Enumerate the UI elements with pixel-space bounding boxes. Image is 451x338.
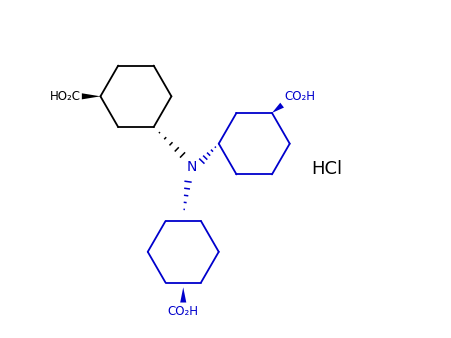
Polygon shape: [180, 287, 186, 303]
Text: HCl: HCl: [311, 160, 342, 178]
Text: CO₂H: CO₂H: [168, 305, 199, 318]
Text: CO₂H: CO₂H: [285, 91, 316, 103]
Polygon shape: [82, 93, 101, 99]
Text: HO₂C: HO₂C: [50, 90, 80, 103]
Text: N: N: [187, 160, 197, 174]
Polygon shape: [272, 103, 284, 113]
